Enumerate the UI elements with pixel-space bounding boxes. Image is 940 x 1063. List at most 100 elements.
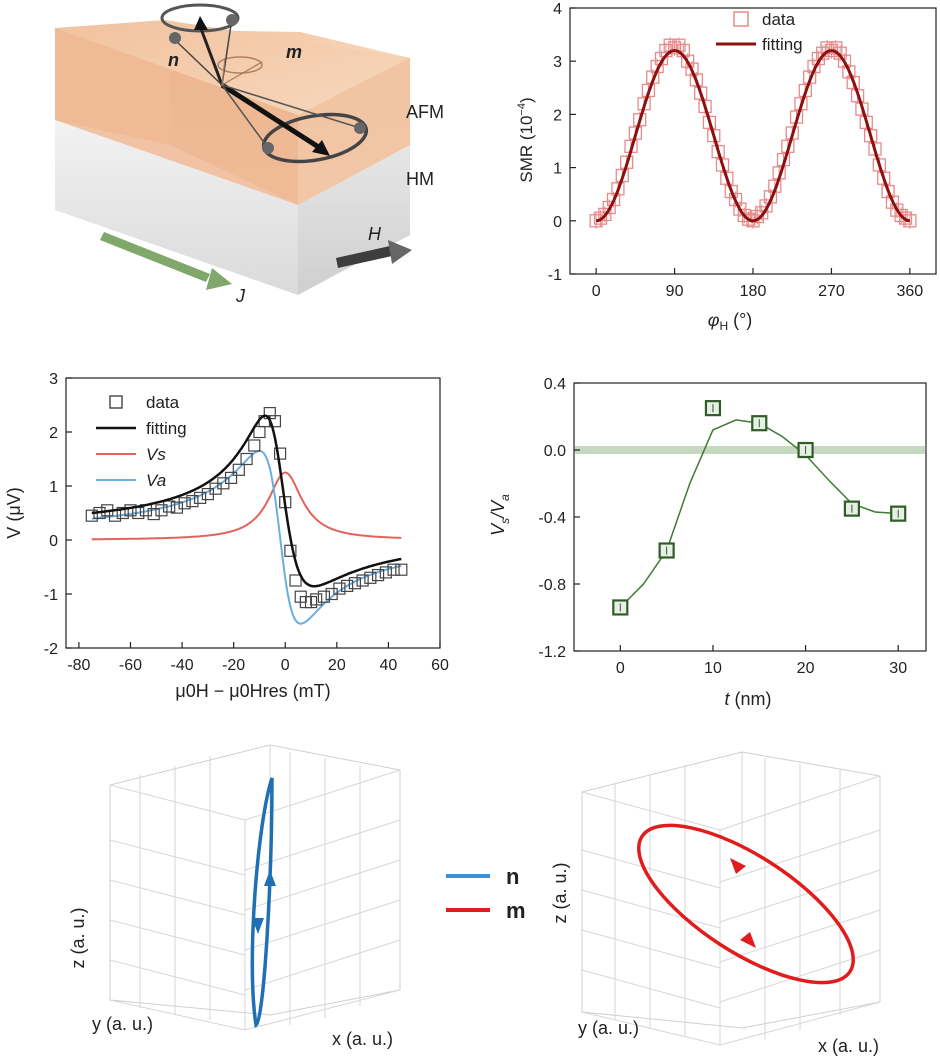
- smr-data-point: [724, 184, 738, 199]
- smr-data-series: [589, 37, 917, 229]
- stfmr-x-tick-label: 60: [431, 657, 449, 674]
- smr-data-point: [694, 86, 708, 100]
- stfmr-legend-fit: fitting: [146, 419, 187, 438]
- stfmr-x-tick-label: -80: [67, 657, 90, 674]
- field-arrow: [336, 240, 412, 268]
- stfmr-va-line: [91, 449, 402, 625]
- smr-y-tick-label: 1: [553, 161, 562, 178]
- trajectory-n-arrow-down: [252, 918, 264, 934]
- smr-data-point: [890, 203, 904, 217]
- stfmr-data-point: [163, 500, 176, 513]
- stfmr-data-point: [341, 579, 354, 593]
- smr-data-point: [689, 73, 704, 87]
- smr-data-point: [746, 214, 760, 228]
- trajectory-n-x-label: x (a. u.): [332, 1029, 393, 1049]
- stfmr-data-point: [124, 504, 137, 517]
- ratio-data-series: [612, 400, 907, 616]
- stfmr-data-point: [147, 507, 160, 521]
- smr-x-tick-label: 90: [666, 283, 684, 300]
- stfmr-legend-data: data: [146, 393, 180, 412]
- smr-data-point: [667, 41, 682, 55]
- stfmr-x-tick-label: 40: [380, 657, 398, 674]
- stfmr-data-point: [379, 566, 392, 579]
- trajectory-n-z-label: z (a. u.): [68, 907, 88, 968]
- smr-data-point: [846, 75, 860, 90]
- smr-data-point: [872, 158, 887, 172]
- smr-data-point: [715, 158, 730, 172]
- ratio-y-tick-label: -0.8: [538, 577, 566, 594]
- stfmr-data-point: [289, 574, 302, 587]
- ratio-x-tick-label: 10: [704, 660, 722, 677]
- trajectory-m-z-label: z (a. u.): [550, 862, 570, 923]
- smr-data-point: [737, 208, 751, 223]
- smr-x-tick-label: 180: [740, 283, 767, 300]
- trajectory-m-y-label: y (a. u.): [578, 1018, 639, 1038]
- trajectory-m-arrow-top: [730, 858, 746, 874]
- legend-m-label: m: [506, 898, 526, 923]
- stfmr-y-label: V (μV): [4, 487, 24, 538]
- smr-data-point: [750, 209, 765, 224]
- smr-data-point: [755, 206, 769, 220]
- stfmr-data-point: [310, 593, 323, 606]
- ratio-y-tick-label: -1.2: [538, 644, 566, 661]
- trajectory-m-ellipse: [637, 823, 855, 985]
- stfmr-y-tick-label: 3: [49, 371, 58, 388]
- smr-data-point: [885, 195, 900, 209]
- stfmr-data-point: [333, 582, 346, 595]
- smr-data-point: [611, 182, 625, 196]
- stfmr-x-tick-label: 20: [328, 657, 346, 674]
- label-m: m: [286, 42, 302, 62]
- stfmr-data-point: [248, 439, 261, 452]
- stfmr-data-point: [387, 563, 400, 576]
- smr-x-tick-label: 0: [592, 283, 601, 300]
- smr-fit-line: [595, 49, 911, 223]
- smr-data-point: [598, 207, 612, 222]
- stfmr-legend-vs: Vs: [146, 445, 166, 464]
- smr-data-point: [894, 208, 908, 223]
- smr-data-point: [877, 171, 891, 185]
- smr-x-tick-label: 360: [897, 283, 924, 300]
- stfmr-data-point: [371, 568, 385, 582]
- stfmr-x-tick-label: -40: [171, 657, 194, 674]
- smr-legend: data fitting: [716, 10, 803, 54]
- label-n: n: [168, 50, 179, 70]
- legend-n-label: n: [506, 864, 519, 889]
- ratio-y-tick-label: 0.4: [544, 376, 566, 393]
- stfmr-data-point: [253, 425, 266, 439]
- afm-side-main: [298, 58, 410, 205]
- stfmr-ticks: -80 -60 -40 -20 0 20 40 60 -2 -1 0 1 2 3: [44, 371, 449, 674]
- smr-legend-fit: fitting: [762, 35, 803, 54]
- smr-data-point: [829, 41, 843, 55]
- trajectory-n-chart: [109, 744, 401, 1031]
- stfmr-data-point: [194, 491, 207, 504]
- trajectory-m-arrow-bottom: [740, 932, 756, 948]
- label-j: J: [235, 286, 246, 306]
- stfmr-y-tick-label: -1: [44, 587, 58, 604]
- smr-data-point: [602, 200, 616, 215]
- trajectory-legend: n m: [446, 864, 526, 923]
- stfmr-data-point: [317, 590, 331, 603]
- smr-data-point: [698, 99, 712, 114]
- smr-y-tick-label: 2: [553, 107, 562, 124]
- stfmr-chart: -80 -60 -40 -20 0 20 40 60 -2 -1 0 1 2 3 data fitting…: [4, 371, 449, 701]
- stfmr-x-tick-label: -20: [222, 657, 245, 674]
- stfmr-y-tick-label: -2: [44, 641, 58, 658]
- ratio-y-tick-label: -0.4: [538, 510, 566, 527]
- stfmr-fit-line: [91, 414, 402, 588]
- smr-x-tick-label: 270: [818, 283, 845, 300]
- trajectory-n-y-label: y (a. u.): [92, 1014, 153, 1034]
- smr-data-point: [833, 46, 847, 60]
- trajectory-m-chart: [581, 751, 881, 1046]
- smr-data-point: [824, 43, 839, 58]
- stfmr-data-point: [232, 463, 245, 476]
- stfmr-legend-va: Va: [146, 471, 166, 490]
- hm-side-face: [298, 145, 410, 295]
- stfmr-data-point: [348, 577, 361, 590]
- label-h: H: [368, 224, 382, 244]
- smr-ticks: 0 90 180 270 360 -1 0 1 2 3 4: [548, 1, 924, 300]
- trajectory-m-x-label: x (a. u.): [818, 1036, 879, 1056]
- label-afm: AFM: [406, 102, 444, 122]
- stfmr-x-tick-label: 0: [281, 657, 290, 674]
- smr-x-label: φH (°): [708, 310, 753, 333]
